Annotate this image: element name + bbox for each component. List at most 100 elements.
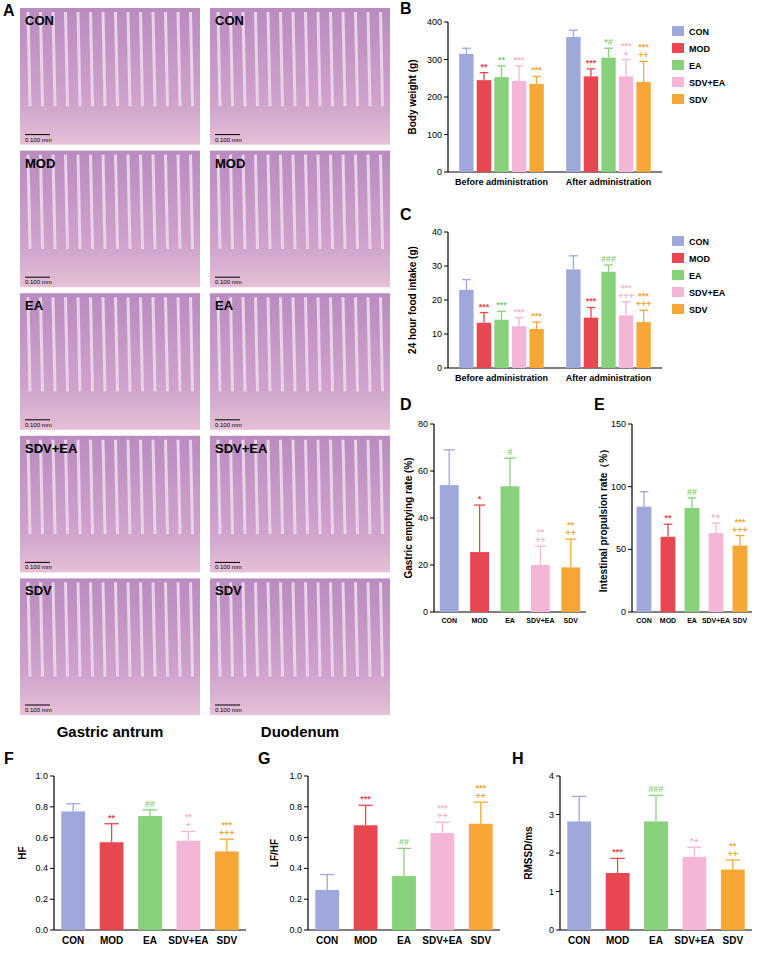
error-bar [732, 860, 733, 870]
tissue-texture [331, 582, 333, 676]
y-tick-label: 100 [427, 130, 442, 140]
tissue-texture [153, 440, 155, 534]
error-bar [691, 498, 692, 508]
bar [494, 320, 508, 368]
error-cap [535, 546, 546, 547]
tissue-texture [103, 582, 105, 676]
y-axis-title: Intestinal propulsion rate（%） [598, 444, 609, 592]
significance: ** [108, 813, 116, 823]
group-label: SDV [25, 583, 52, 598]
error-bar [149, 810, 150, 816]
bar [619, 76, 633, 172]
tissue-texture [293, 582, 295, 676]
tissue-texture [293, 440, 295, 534]
legend-swatch [672, 77, 684, 87]
category-label: SDV+EA [526, 617, 554, 624]
tissue-texture [103, 297, 105, 391]
tissue-texture [381, 155, 383, 249]
tissue-texture [318, 12, 320, 106]
bar [61, 811, 85, 930]
column-label: Gastric antrum [57, 723, 164, 740]
category-label: CON [568, 935, 590, 946]
legend-swatch [672, 60, 684, 70]
error-cap [462, 279, 471, 280]
legend-swatch [672, 287, 684, 297]
y-axis-title: 24 hour food intake (g) [407, 246, 418, 354]
tissue-texture [66, 582, 68, 676]
error-cap [569, 255, 578, 256]
tissue-texture [318, 155, 320, 249]
error-cap [604, 48, 613, 49]
panel-letter: F [4, 750, 14, 767]
error-bar [442, 822, 443, 833]
category-label: After administration [566, 373, 652, 383]
tissue-texture [66, 297, 68, 391]
group-label: MOD [215, 156, 245, 171]
error-cap [587, 68, 596, 69]
error-bar [608, 265, 609, 272]
tissue-texture [166, 155, 168, 249]
error-cap [565, 539, 576, 540]
panel-letter: A [3, 2, 15, 19]
category-label: CON [62, 935, 84, 946]
tissue-texture [91, 155, 93, 249]
error-bar [625, 60, 626, 77]
histology-image [20, 151, 200, 288]
significance: *+ [712, 512, 721, 522]
error-bar [573, 30, 574, 37]
scale-bar [215, 134, 240, 135]
y-tick-label: 1.0 [35, 771, 48, 781]
tissue-texture [141, 12, 143, 106]
bar [584, 318, 598, 368]
error-bar [518, 66, 519, 81]
tissue-texture [256, 582, 258, 676]
scale-bar [215, 562, 240, 563]
bar [440, 485, 459, 612]
tissue-texture [166, 297, 168, 391]
error-cap [664, 524, 673, 525]
tissue-texture [166, 440, 168, 534]
bar [636, 82, 650, 172]
panel-letter: D [400, 396, 412, 413]
significance: *** [586, 296, 597, 306]
panel-H: H01234RMSSD/ms***###*+**++CONMODEASDV+EA… [512, 750, 752, 946]
tissue-texture [356, 297, 358, 391]
scale-bar [25, 277, 50, 278]
bar [315, 890, 339, 930]
tissue-texture [381, 440, 383, 534]
y-tick-label: 20 [432, 295, 442, 305]
annotations: ********#******+******++ [480, 37, 649, 75]
bar [470, 552, 489, 612]
legend-label: EA [689, 61, 702, 71]
error-bar [536, 322, 537, 329]
y-tick-label: 0.4 [35, 863, 48, 873]
group-label: SDV [215, 583, 242, 598]
significance: *** [479, 302, 490, 312]
y-tick-label: 0 [423, 607, 428, 617]
tissue-texture [66, 155, 68, 249]
y-axis [433, 424, 434, 612]
tissue-texture [256, 12, 258, 106]
tissue-texture [116, 297, 118, 391]
bar [637, 507, 652, 612]
y-axis-title: Body weight (g) [407, 60, 418, 135]
error-cap [587, 307, 596, 308]
scale-bar [215, 277, 240, 278]
error-bar [483, 73, 484, 81]
bar [354, 825, 378, 930]
panel-letter: B [400, 0, 412, 17]
error-cap [504, 457, 515, 458]
annotations: *#**++**++ [478, 447, 576, 545]
scale-bar-label: 0.100 mm [215, 279, 242, 285]
histology-image [210, 151, 390, 288]
significance: + [623, 49, 628, 59]
y-tick-label: 10 [432, 329, 442, 339]
scale-bar [215, 419, 240, 420]
annotations: ***##***++***++ [360, 783, 486, 847]
marks [637, 492, 748, 612]
legend-swatch [672, 43, 684, 53]
annotations: *********###******+++******+++ [479, 254, 652, 321]
panel-E: E050100150Intestinal propulsion rate（%）*… [594, 396, 752, 624]
marks [459, 30, 651, 172]
tissue-texture [191, 297, 193, 391]
